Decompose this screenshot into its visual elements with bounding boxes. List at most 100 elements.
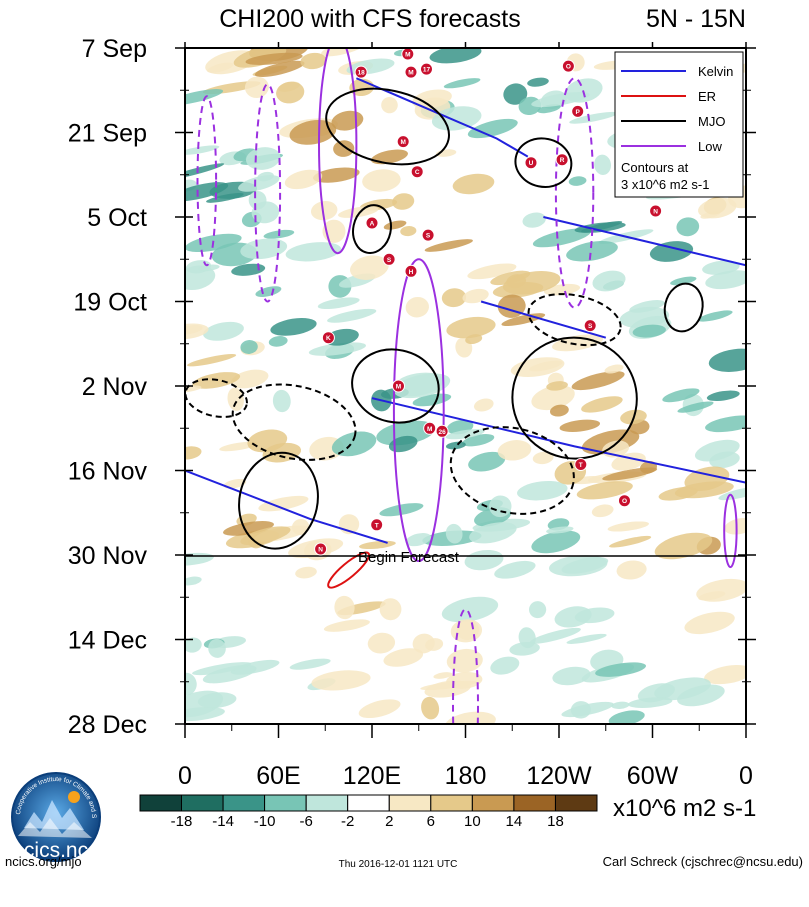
shading-blob	[595, 662, 647, 677]
shading-blob	[245, 52, 303, 65]
low-contour	[392, 258, 445, 562]
storm-marker: P	[571, 104, 585, 118]
shading-blob	[272, 389, 291, 413]
shading-blob	[462, 288, 489, 304]
shading-blob	[574, 222, 626, 233]
y-tick-label: 5 Oct	[87, 204, 147, 232]
shading-blob	[421, 696, 440, 720]
mjo-contour	[325, 87, 451, 166]
kelvin-contour	[371, 397, 746, 484]
x-tick-label: 60E	[256, 762, 300, 790]
storm-symbol	[404, 264, 418, 278]
shading-blob	[569, 111, 618, 124]
colorbar-tick-label: 14	[506, 813, 523, 830]
shading-blob	[289, 120, 337, 145]
storm-symbol	[583, 319, 597, 333]
storm-label: K	[326, 335, 331, 342]
shading-blob	[698, 197, 737, 219]
shading-blob	[187, 354, 237, 367]
storm-label: S	[387, 257, 392, 264]
shading-blob	[230, 659, 280, 675]
storm-symbol	[435, 424, 449, 438]
storm-marker: T	[574, 458, 588, 471]
shading-blob	[724, 517, 746, 535]
storm-symbol	[314, 542, 328, 556]
shading-blob	[285, 242, 342, 262]
shading-blob	[429, 48, 482, 64]
colorbar-swatch	[222, 794, 266, 812]
shading-blob	[185, 323, 209, 340]
shading-blob	[433, 672, 453, 679]
storm-symbol	[574, 458, 588, 471]
shading-blob	[465, 334, 483, 345]
storm-label: M	[427, 426, 432, 433]
shading-blob	[490, 270, 531, 286]
shading-blob	[412, 633, 435, 654]
storm-marker: M	[401, 48, 415, 61]
storm-label: C	[415, 169, 420, 176]
shading-blob	[405, 296, 429, 318]
shading-blob	[441, 288, 467, 308]
low-contour	[723, 493, 738, 569]
shading-blob	[446, 316, 496, 339]
er-contour	[327, 551, 371, 589]
mjo-contour	[238, 451, 319, 550]
shading-blob	[223, 478, 247, 489]
storm-label: H	[409, 269, 414, 276]
shading-blob	[185, 637, 202, 653]
colorbar-tick-label: -14	[212, 813, 234, 830]
colorbar-swatch	[139, 794, 182, 812]
shading-blob	[198, 264, 220, 272]
legend-label: MJO	[698, 114, 725, 129]
shading-blob	[611, 701, 630, 709]
shading-blob	[333, 140, 355, 157]
storm-symbol	[404, 65, 418, 79]
storm-label: T	[579, 462, 583, 469]
shading-blob	[445, 441, 466, 450]
shading-blob	[223, 521, 274, 536]
storm-marker: 26	[435, 424, 449, 438]
shading-blob	[254, 60, 305, 77]
shading-blob	[676, 217, 700, 237]
shading-blob	[393, 373, 451, 399]
storm-symbol	[561, 59, 575, 73]
storm-symbol	[396, 135, 410, 149]
shading-blob	[670, 276, 697, 286]
shading-blob	[185, 446, 202, 460]
storm-label: M	[405, 52, 410, 59]
mjo-contour	[352, 204, 392, 254]
footer-author: Carl Schreck (cjschrec@ncsu.edu)	[603, 854, 803, 869]
shading-blob	[718, 486, 746, 501]
storm-marker: C	[410, 165, 424, 179]
shading-blob	[607, 521, 650, 532]
shading-blob	[379, 503, 424, 517]
axis-ticks	[175, 42, 756, 738]
storm-label: 26	[438, 429, 446, 436]
x-tick-label: 0	[739, 762, 753, 790]
storm-label: P	[576, 109, 581, 116]
y-tick-label: 14 Dec	[68, 627, 147, 655]
shading-blob	[566, 633, 607, 644]
shading-blob	[527, 77, 549, 87]
shading-blob	[383, 648, 424, 667]
shading-blob	[412, 393, 452, 407]
storm-label: M	[408, 70, 413, 77]
x-tick-label: 60W	[627, 762, 679, 790]
shading-blob	[321, 48, 368, 57]
colorbar-swatch	[471, 794, 515, 812]
shading-blob	[327, 308, 377, 323]
colorbar-swatch	[430, 794, 473, 812]
shading-blob	[537, 104, 561, 114]
shading-blob	[268, 336, 288, 347]
storm-label: U	[529, 160, 534, 167]
shading-blob	[185, 89, 224, 106]
colorbar-tick-label: -10	[254, 813, 276, 830]
storm-label: N	[653, 209, 658, 216]
storm-symbol	[370, 518, 384, 532]
shading-blob	[381, 96, 398, 114]
shading-blob	[424, 239, 473, 252]
shading-blob	[571, 371, 625, 391]
shading-blob	[311, 670, 371, 691]
low-contour	[452, 608, 479, 724]
shading-blob	[502, 271, 561, 295]
